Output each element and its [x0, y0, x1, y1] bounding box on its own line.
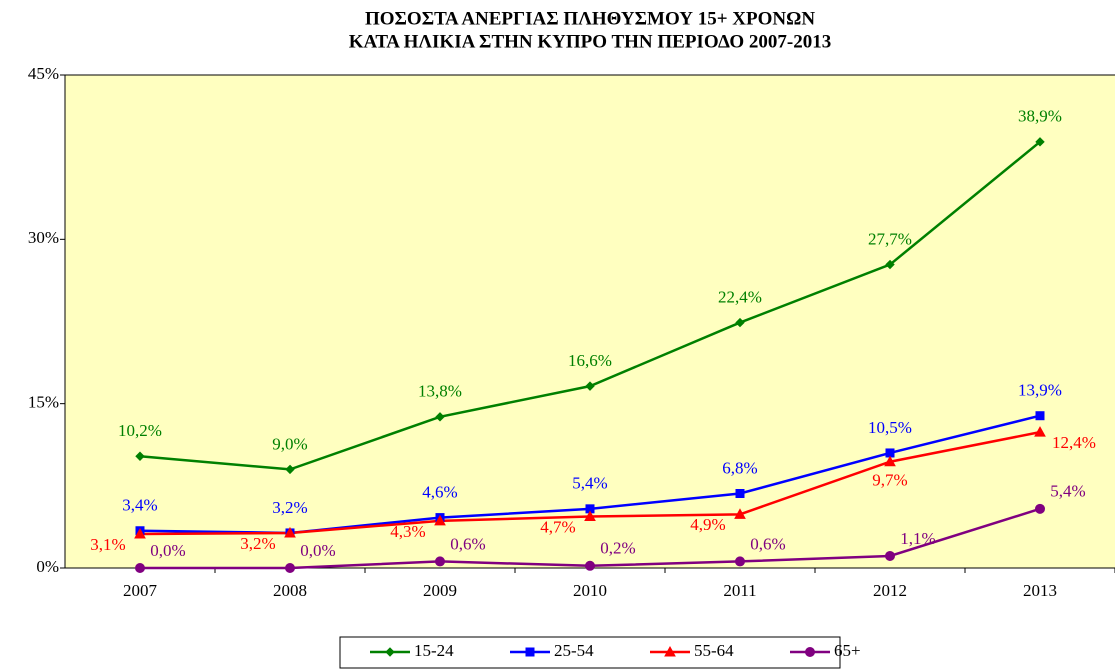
marker	[435, 556, 445, 567]
marker	[385, 647, 395, 657]
data-label: 3,4%	[122, 496, 157, 515]
data-label: 16,6%	[568, 351, 612, 370]
data-label: 27,7%	[868, 229, 912, 248]
plot-area	[65, 75, 1115, 568]
data-label: 13,9%	[1018, 381, 1062, 400]
x-tick-label: 2007	[123, 581, 158, 600]
x-tick-label: 2008	[273, 581, 307, 600]
data-label: 22,4%	[718, 288, 762, 307]
legend-label: 55-64	[694, 641, 734, 660]
marker	[1035, 503, 1045, 514]
data-label: 0,6%	[750, 534, 785, 553]
x-tick-label: 2011	[723, 581, 756, 600]
marker	[134, 528, 146, 539]
data-label: 5,4%	[1050, 482, 1085, 501]
x-tick-label: 2012	[873, 581, 907, 600]
data-label: 0,6%	[450, 534, 485, 553]
marker	[735, 317, 745, 328]
y-tick-label: 15%	[28, 393, 59, 412]
x-tick-label: 2009	[423, 581, 457, 600]
data-label: 13,8%	[418, 382, 462, 401]
x-tick-label: 2013	[1023, 581, 1057, 600]
legend-label: 25-54	[554, 641, 594, 660]
y-tick-label: 30%	[28, 228, 59, 247]
data-label: 1,1%	[900, 529, 935, 548]
legend-label: 65+	[834, 641, 861, 660]
data-label: 9,0%	[272, 434, 307, 453]
marker	[284, 526, 296, 538]
chart-title: ΚΑΤΑ ΗΛΙΚΙΑ ΣΤΗΝ ΚΥΠΡΟ ΤΗΝ ΠΕΡΙΟΔΟ 2007-…	[349, 31, 832, 52]
marker	[885, 550, 895, 561]
marker	[1035, 137, 1045, 147]
data-label: 3,2%	[272, 498, 307, 517]
marker	[1034, 426, 1046, 437]
data-label: 0,2%	[600, 539, 635, 558]
data-label: 6,8%	[722, 458, 757, 477]
y-tick-label: 0%	[36, 557, 59, 576]
marker	[885, 259, 895, 270]
data-label: 10,2%	[118, 421, 162, 440]
data-label: 9,7%	[872, 471, 907, 490]
marker	[735, 489, 745, 499]
marker	[884, 455, 896, 467]
data-label: 38,9%	[1018, 107, 1062, 126]
data-label: 0,0%	[150, 541, 185, 560]
y-tick-label: 45%	[28, 64, 59, 83]
data-label: 4,9%	[690, 515, 725, 534]
marker	[585, 560, 595, 571]
marker	[735, 556, 745, 567]
marker	[434, 514, 446, 526]
data-label: 4,6%	[422, 483, 457, 502]
marker	[435, 412, 445, 422]
data-label: 3,1%	[90, 535, 125, 554]
marker	[1035, 411, 1045, 421]
x-tick-label: 2010	[573, 581, 607, 600]
data-label: 3,2%	[240, 534, 275, 553]
marker	[585, 381, 595, 391]
marker	[285, 464, 295, 475]
data-label: 12,4%	[1052, 433, 1096, 452]
marker	[135, 451, 145, 461]
data-label: 0,0%	[300, 541, 335, 560]
data-label: 10,5%	[868, 418, 912, 437]
marker	[734, 508, 746, 519]
legend-label: 15-24	[414, 641, 454, 660]
marker	[285, 563, 295, 573]
marker	[135, 563, 145, 573]
legend	[339, 636, 841, 669]
chart-title: ΠΟΣΟΣΤΑ ΑΝΕΡΓΙΑΣ ΠΛΗΘΥΣΜΟΥ 15+ ΧΡΟΝΩΝ	[365, 8, 815, 29]
marker	[664, 645, 676, 657]
data-label: 4,7%	[540, 517, 575, 536]
marker	[805, 647, 815, 657]
marker	[584, 510, 596, 522]
data-label: 5,4%	[572, 474, 607, 493]
marker	[525, 647, 535, 657]
data-label: 4,3%	[390, 522, 425, 541]
